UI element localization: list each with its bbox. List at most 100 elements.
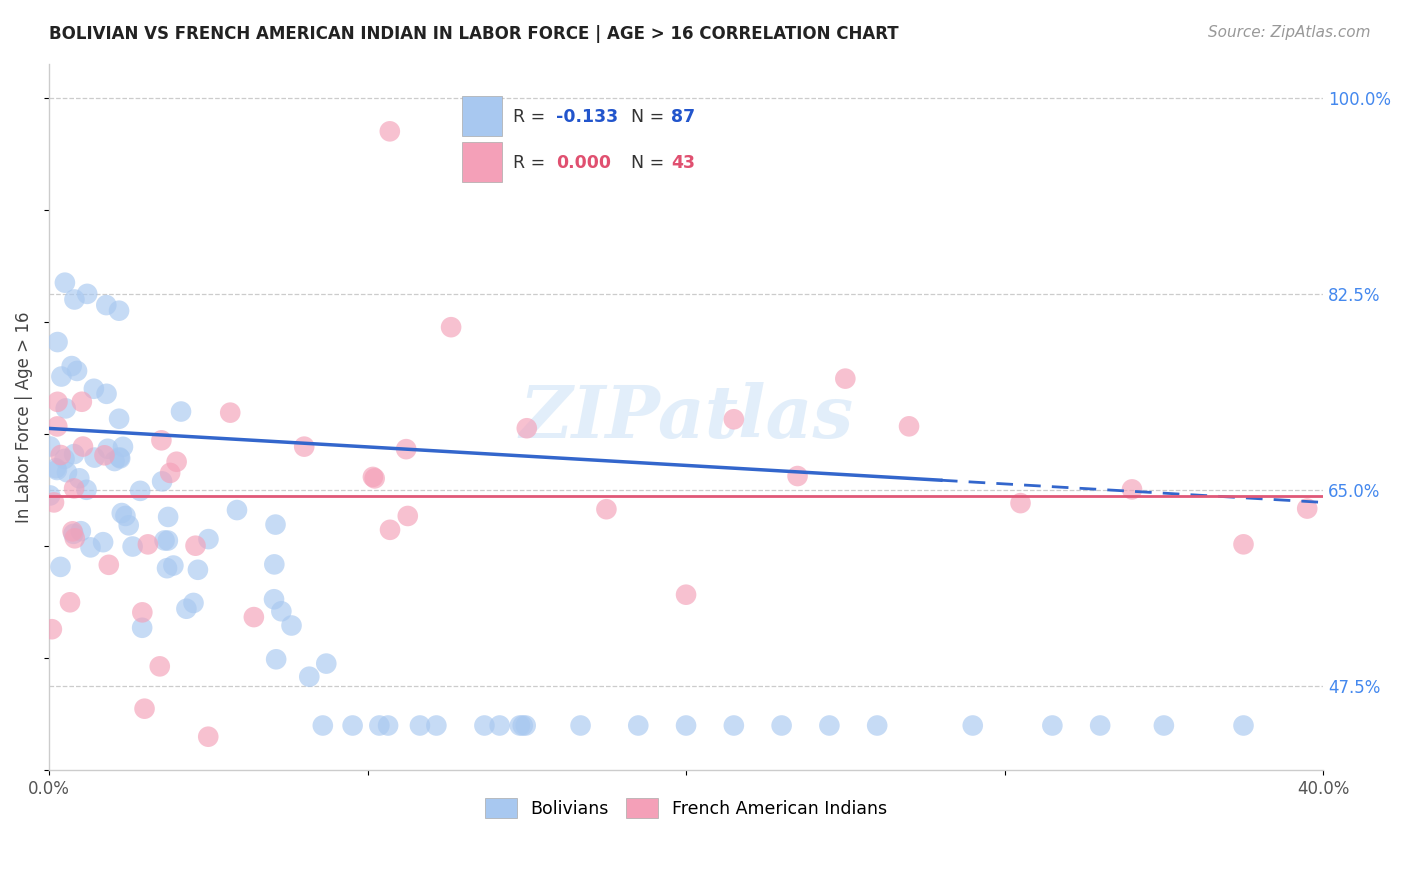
Point (440, 320, 463, 334)
Point (129, 483, 152, 498)
Point (49, 448, 72, 462)
Point (170, 404, 193, 418)
Point (45, 461, 67, 475)
Point (834, 371, 856, 385)
Point (378, 523, 401, 537)
Point (79, 541, 101, 555)
Point (723, 718, 745, 732)
Point (96, 386, 118, 401)
Point (627, 718, 650, 732)
Point (1088, 718, 1111, 732)
Point (368, 718, 391, 732)
Point (63, 293, 86, 307)
Point (159, 466, 181, 480)
Point (512, 718, 534, 732)
Point (1153, 718, 1175, 732)
Point (39, 488, 62, 502)
Point (69, 524, 91, 539)
Point (153, 533, 176, 548)
Point (298, 670, 321, 684)
Point (488, 718, 510, 732)
Point (1232, 537, 1254, 551)
Point (675, 718, 697, 732)
Point (312, 718, 335, 732)
Point (55, 401, 77, 416)
Point (292, 440, 315, 454)
Point (108, 451, 131, 466)
Point (62, 524, 84, 539)
Point (363, 471, 385, 485)
Point (49, 560, 72, 574)
Y-axis label: In Labor Force | Age > 16: In Labor Force | Age > 16 (15, 311, 32, 523)
Point (264, 517, 287, 532)
Point (342, 718, 364, 732)
Point (83, 382, 105, 396)
Point (93, 448, 115, 462)
Point (63, 447, 86, 461)
Point (51, 369, 73, 384)
Point (131, 621, 153, 635)
Point (280, 618, 302, 632)
Text: Source: ZipAtlas.com: Source: ZipAtlas.com (1208, 25, 1371, 40)
Point (474, 718, 496, 732)
Point (67, 471, 90, 485)
Point (786, 469, 808, 483)
Point (97, 558, 120, 572)
Point (63, 531, 86, 545)
Point (425, 718, 447, 732)
Point (1121, 483, 1143, 497)
Point (595, 502, 617, 516)
Point (396, 508, 419, 523)
Point (409, 718, 432, 732)
Point (46, 394, 69, 409)
Point (361, 470, 384, 484)
Point (108, 303, 131, 318)
Point (97, 442, 120, 456)
Point (243, 610, 266, 624)
Point (157, 510, 180, 524)
Point (395, 442, 418, 457)
Point (184, 539, 207, 553)
Point (59, 595, 82, 609)
Point (108, 450, 131, 465)
Point (66, 364, 89, 378)
Point (134, 701, 156, 715)
Point (70, 394, 93, 409)
Point (264, 652, 287, 666)
Point (156, 533, 179, 548)
Point (263, 558, 285, 572)
Text: ZIPatlas: ZIPatlas (519, 382, 853, 453)
Point (183, 596, 205, 610)
Point (818, 718, 841, 732)
Point (226, 503, 249, 517)
Point (83, 450, 105, 465)
Point (53, 451, 76, 466)
Point (136, 537, 159, 551)
Point (103, 454, 125, 468)
Point (41, 622, 63, 636)
Point (91, 535, 114, 549)
Point (898, 419, 921, 434)
Point (176, 601, 198, 615)
Point (121, 540, 143, 554)
Point (156, 561, 179, 575)
Point (315, 657, 337, 671)
Point (76, 286, 98, 301)
Point (770, 718, 793, 732)
Point (962, 718, 984, 732)
Point (378, 124, 401, 138)
Point (516, 421, 538, 435)
Point (197, 532, 219, 546)
Point (111, 440, 134, 454)
Point (39, 440, 62, 454)
Point (111, 506, 134, 520)
Point (675, 588, 697, 602)
Point (46, 463, 69, 477)
Point (53, 276, 76, 290)
Point (76, 483, 98, 497)
Point (96, 298, 118, 312)
Legend: Bolivians, French American Indians: Bolivians, French American Indians (478, 791, 894, 825)
Point (569, 718, 592, 732)
Point (63, 482, 86, 496)
Point (150, 434, 173, 448)
